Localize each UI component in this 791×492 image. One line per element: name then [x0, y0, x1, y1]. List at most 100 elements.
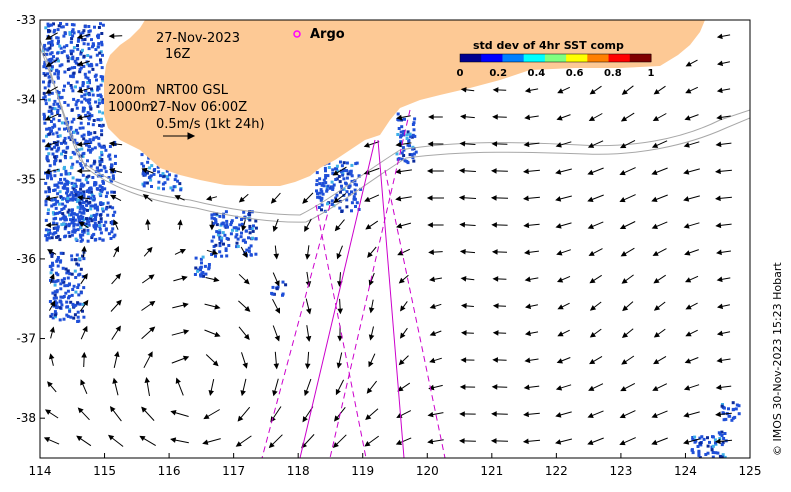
sst-pixel — [54, 206, 58, 210]
sst-pixel — [202, 274, 205, 278]
current-vector-head — [182, 302, 189, 308]
sst-pixel — [67, 198, 71, 202]
current-vector-head — [619, 143, 627, 149]
sst-pixel — [357, 174, 361, 178]
sst-pixel — [348, 184, 352, 188]
current-vector-head — [490, 195, 497, 201]
sst-pixel — [77, 293, 81, 297]
sst-pixel — [90, 114, 94, 118]
sst-pixel — [46, 230, 50, 234]
current-vector-head — [491, 411, 497, 417]
sst-pixel — [101, 181, 105, 185]
sst-pixel — [111, 227, 115, 231]
sst-pixel — [61, 266, 65, 270]
sst-pixel — [220, 222, 224, 226]
sst-pixel — [721, 453, 725, 457]
sst-pixel — [64, 225, 68, 229]
current-vector-head — [555, 223, 562, 229]
current-vector-head — [48, 353, 55, 360]
y-tick-label: -38 — [16, 411, 36, 425]
sst-pixel — [71, 49, 75, 53]
sst-pixel — [63, 227, 67, 231]
sst-pixel — [229, 223, 233, 227]
sst-pixel — [325, 188, 329, 191]
sst-pixel — [720, 434, 724, 437]
sst-pixel — [50, 41, 54, 45]
sst-pixel — [89, 216, 93, 220]
sst-pixel — [700, 435, 704, 439]
sst-pixel — [215, 212, 219, 216]
sst-pixel — [140, 153, 144, 157]
plot-frame — [39, 19, 751, 459]
sst-pixel — [100, 186, 104, 189]
sst-pixel — [67, 222, 71, 226]
sst-pixel — [74, 103, 78, 107]
current-vector-head — [556, 358, 563, 364]
current-vector-head — [491, 384, 498, 390]
sst-pixel — [94, 48, 98, 51]
sst-pixel — [89, 186, 93, 190]
sst-pixel — [75, 80, 79, 84]
sst-pixel — [64, 169, 68, 173]
sst-pixel — [42, 80, 45, 84]
sst-pixel — [75, 262, 79, 266]
current-vector-head — [685, 331, 692, 337]
current-vector-head — [82, 325, 88, 333]
sst-pixel — [62, 149, 66, 153]
sst-pixel — [56, 273, 60, 277]
current-vector-head — [589, 358, 596, 365]
sst-pixel — [76, 198, 80, 202]
sst-pixel — [711, 444, 715, 448]
sst-pixel — [326, 174, 330, 178]
sst-pixel — [66, 196, 70, 200]
sst-pixel — [93, 25, 96, 29]
sst-pixel — [89, 196, 92, 200]
sst-pixel — [53, 28, 57, 32]
sst-pixel — [342, 187, 346, 191]
sst-pixel — [82, 190, 86, 194]
sst-pixel — [82, 201, 86, 204]
sst-pixel — [414, 150, 418, 154]
sst-pixel — [51, 291, 55, 295]
current-vector-head — [109, 406, 116, 413]
sst-pixel — [77, 215, 81, 219]
sst-pixel — [87, 25, 91, 28]
sst-pixel — [55, 68, 59, 72]
sst-pixel — [254, 237, 258, 241]
sst-pixel — [47, 208, 50, 212]
sst-pixel — [73, 269, 77, 273]
sst-pixel — [91, 176, 95, 179]
sst-pixel — [242, 210, 246, 214]
current-vector-head — [588, 385, 595, 391]
current-vector-head — [429, 357, 436, 364]
sst-pixel — [53, 202, 57, 206]
sst-pixel — [97, 220, 101, 224]
sst-pixel — [74, 276, 78, 279]
sst-pixel — [734, 407, 738, 411]
sst-pixel — [141, 172, 145, 176]
sst-pixel — [66, 189, 70, 193]
colorbar-title: std dev of 4hr SST comp — [473, 39, 624, 52]
sst-pixel — [271, 285, 275, 289]
current-vector-head — [368, 307, 375, 314]
sst-pixel — [99, 58, 102, 62]
sst-pixel — [248, 227, 252, 231]
sst-pixel — [75, 160, 79, 164]
sst-pixel — [53, 124, 57, 128]
sst-pixel — [727, 414, 731, 418]
sst-pixel — [99, 83, 103, 87]
colorbar: std dev of 4hr SST comp 0 0.2 0.4 0.6 0.8 1 — [457, 39, 655, 79]
sst-pixel — [210, 253, 214, 256]
sst-pixel — [399, 130, 403, 134]
sst-pixel — [216, 233, 220, 237]
x-tick-label: 119 — [351, 464, 374, 478]
sst-pixel — [89, 55, 93, 59]
sst-pixel — [321, 192, 325, 196]
current-vector-head — [108, 434, 115, 441]
x-tick-label: 125 — [739, 464, 762, 478]
sst-pixel — [178, 182, 182, 186]
sst-pixel — [98, 51, 102, 55]
sst-pixel — [737, 404, 741, 408]
sst-pixel — [64, 216, 68, 220]
sst-pixel — [87, 220, 91, 224]
